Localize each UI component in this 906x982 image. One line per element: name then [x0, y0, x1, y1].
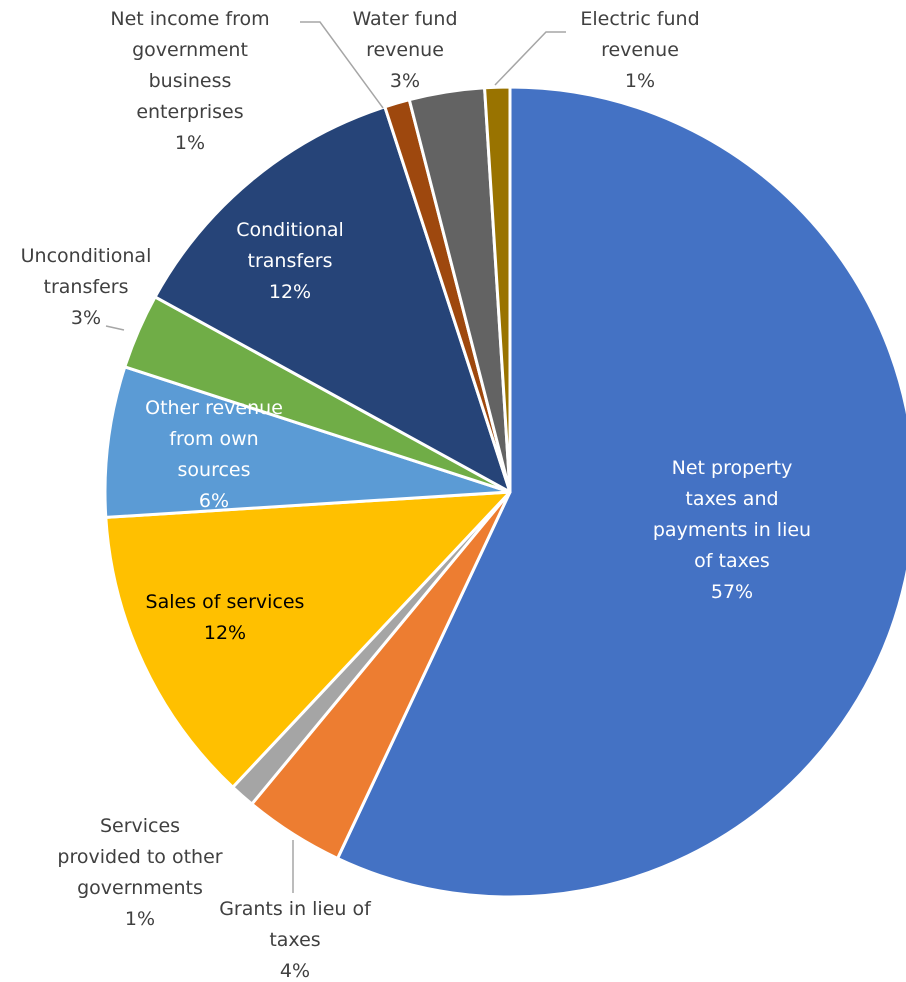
label-line: Electric fund [580, 8, 699, 30]
label-line: governments [77, 877, 203, 899]
slice-labels: Net property taxes and payments in lieu of … [21, 8, 811, 982]
label-line: business [149, 70, 232, 92]
label-unconditional-transfers: Unconditional transfers 3% [21, 245, 152, 329]
label-line: revenue [366, 39, 444, 61]
label-water-fund-revenue: Water fund revenue 3% [352, 8, 457, 92]
label-line: provided to other [57, 846, 222, 868]
label-line: transfers [248, 250, 333, 272]
label-percent: 12% [269, 281, 311, 303]
label-line: Conditional [236, 219, 344, 241]
label-sales-of-services: Sales of services 12% [146, 591, 305, 644]
label-percent: 6% [199, 490, 229, 512]
label-line: enterprises [136, 101, 243, 123]
label-line: Sales of services [146, 591, 305, 613]
label-line: Water fund [352, 8, 457, 30]
slice-conditional-transfers [153, 105, 512, 494]
leader-line-net-income-from-government-business-enterprises [300, 21, 384, 109]
label-percent: 1% [175, 132, 205, 154]
label-percent: 1% [625, 70, 655, 92]
label-services-provided-to-other-governments: Services provided to other governments 1% [57, 815, 222, 930]
label-line: Grants in lieu of [219, 898, 372, 920]
label-line: of taxes [694, 550, 770, 572]
label-line: transfers [44, 276, 129, 298]
label-percent: 4% [280, 960, 310, 982]
label-grants-in-lieu-of-taxes: Grants in lieu of taxes 4% [219, 898, 372, 982]
label-line: Unconditional [21, 245, 152, 267]
label-net-income-from-government-business-enterprises: Net income from government business enterpr… [110, 8, 269, 154]
label-line: payments in lieu [653, 519, 811, 541]
label-percent: 3% [390, 70, 420, 92]
label-electric-fund-revenue: Electric fund revenue 1% [580, 8, 699, 92]
label-line: Net property [672, 457, 793, 479]
label-line: taxes and [685, 488, 778, 510]
label-line: revenue [601, 39, 679, 61]
label-line: government [132, 39, 248, 61]
label-line: taxes [269, 929, 320, 951]
leader-line-electric-fund-revenue [494, 31, 566, 86]
label-line: Net income from [110, 8, 269, 30]
label-line: from own [169, 428, 258, 450]
label-line: sources [178, 459, 251, 481]
label-line: Services [100, 815, 180, 837]
leader-lines [105, 21, 566, 893]
leader-line-unconditional-transfers [105, 325, 125, 331]
label-percent: 12% [204, 622, 246, 644]
label-percent: 1% [125, 908, 155, 930]
label-percent: 3% [71, 307, 101, 329]
slice-other-revenue-from-own-sources [103, 365, 512, 519]
pie-slices [103, 85, 906, 899]
slice-electric-fund-revenue [483, 85, 512, 494]
slice-sales-of-services [104, 490, 512, 789]
slice-net-property-taxes-and-payments-in-lieu-of-taxes [336, 85, 906, 899]
label-percent: 57% [711, 581, 753, 603]
label-line: Other revenue [145, 397, 283, 419]
label-net-property-taxes-and-payments-in-lieu-of-taxes: Net property taxes and payments in lieu of … [653, 457, 811, 603]
label-other-revenue-from-own-sources: Other revenue from own sources 6% [145, 397, 283, 512]
label-conditional-transfers: Conditional transfers 12% [236, 219, 344, 303]
